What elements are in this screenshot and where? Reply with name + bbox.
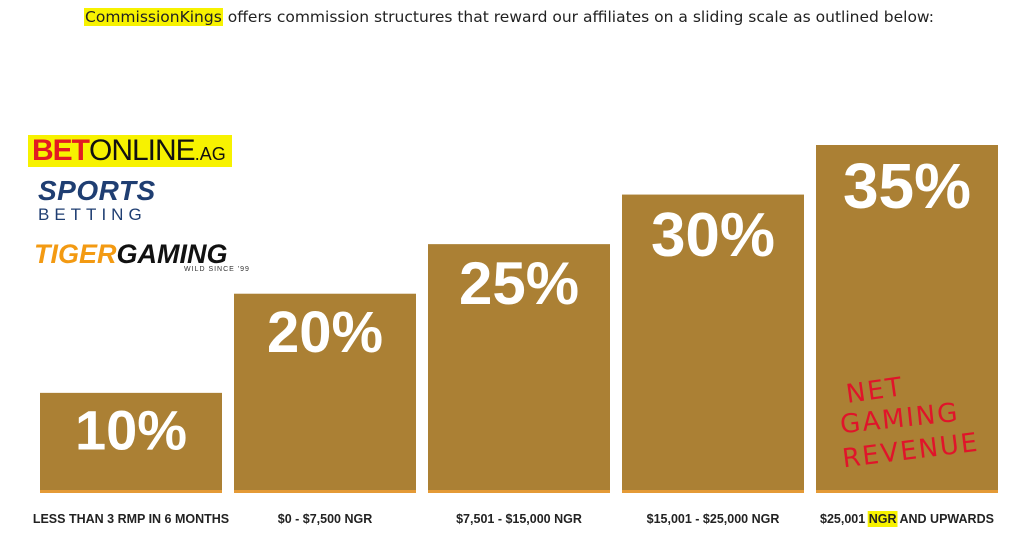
category-label-5: $25,001 NGR AND UPWARDS bbox=[820, 512, 994, 526]
sportsbetting-logo-line1: SPORTS bbox=[38, 175, 156, 206]
bar-2 bbox=[234, 293, 416, 492]
category-label-2: $0 - $7,500 NGR bbox=[278, 512, 373, 526]
bar-1 bbox=[40, 392, 222, 492]
intro-sentence: offers commission structures that reward… bbox=[222, 8, 934, 26]
tigergaming-logo-tagline: WILD SINCE '99 bbox=[184, 266, 250, 273]
category-label-1: LESS THAN 3 RMP IN 6 MONTHS bbox=[33, 512, 229, 526]
bar-base-1 bbox=[40, 490, 222, 493]
tigergaming-logo: TIGERGAMING WILD SINCE '99 bbox=[34, 240, 254, 273]
betonline-logo-online: ONLINE bbox=[89, 134, 196, 167]
ngr-highlight bbox=[867, 511, 898, 527]
betonline-logo: BETONLINE.AG bbox=[28, 135, 232, 167]
category-label-4: $15,001 - $25,000 NGR bbox=[647, 512, 780, 526]
betonline-logo-ag: .AG bbox=[194, 144, 226, 164]
category-label-part: $25,001 bbox=[820, 512, 869, 526]
betonline-logo-bet: BET bbox=[32, 134, 90, 167]
bar-4 bbox=[622, 194, 804, 493]
brand-highlight: CommissionKings bbox=[84, 8, 223, 26]
intro-text: CommissionKings offers commission struct… bbox=[0, 8, 1018, 26]
data-label-2: 20% bbox=[267, 300, 383, 365]
net-gaming-revenue-annotation: NET GAMING REVENUE bbox=[838, 370, 998, 490]
data-label-1: 10% bbox=[75, 399, 187, 462]
data-label-5: 35% bbox=[843, 150, 971, 222]
bar-base-2 bbox=[234, 490, 416, 493]
sportsbetting-logo: SPORTS BETTING bbox=[38, 175, 198, 226]
bar-base-3 bbox=[428, 490, 610, 493]
category-label-3: $7,501 - $15,000 NGR bbox=[456, 512, 582, 526]
category-label-part: AND UPWARDS bbox=[896, 512, 993, 526]
bar-base-5 bbox=[816, 490, 998, 493]
bar-3 bbox=[428, 244, 610, 492]
tigergaming-logo-gaming: GAMING bbox=[116, 239, 228, 269]
category-label-highlight: NGR bbox=[869, 512, 897, 526]
sportsbetting-logo-line2: BETTING bbox=[38, 205, 147, 224]
bar-base-4 bbox=[622, 490, 804, 493]
bar-5 bbox=[816, 145, 998, 492]
data-label-4: 30% bbox=[651, 201, 775, 270]
data-label-3: 25% bbox=[459, 250, 579, 317]
tigergaming-logo-tiger: TIGER bbox=[34, 239, 117, 269]
